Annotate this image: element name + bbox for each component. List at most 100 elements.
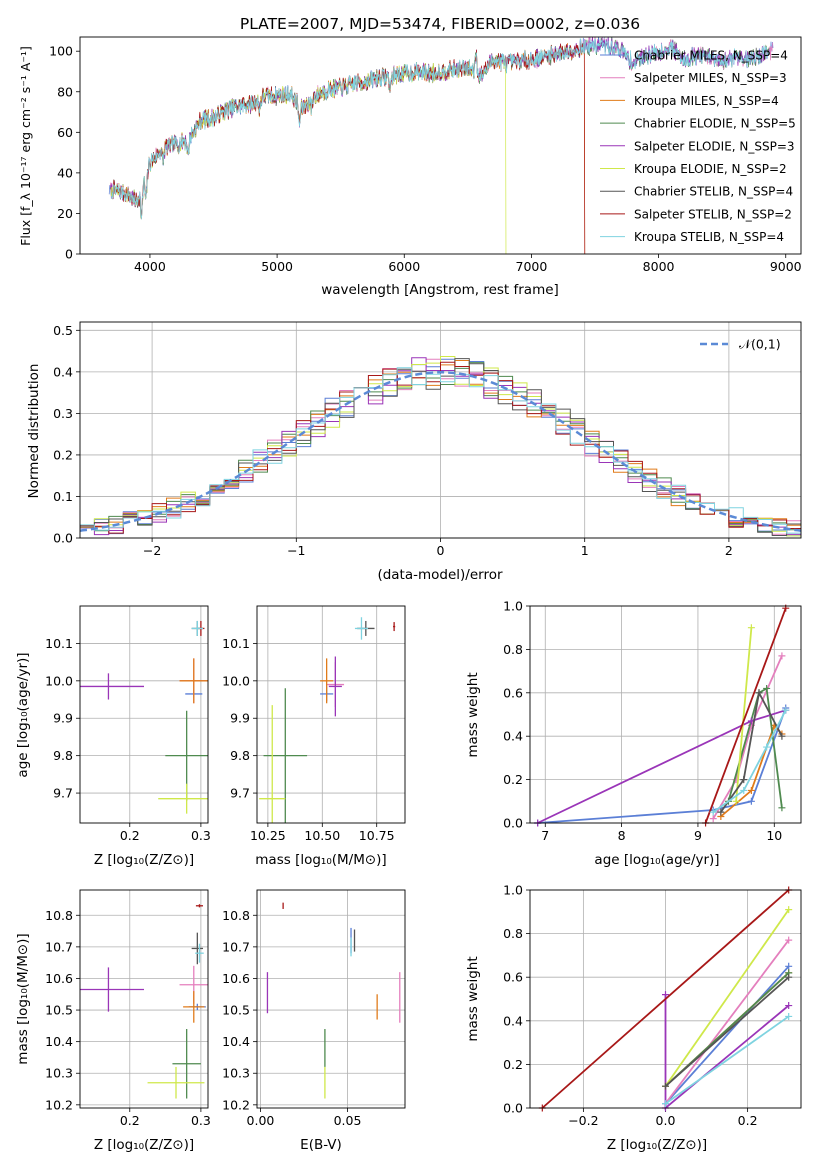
spectrum-legend-label: Salpeter STELIB, N_SSP=2 — [634, 207, 792, 221]
weight-vs-Z-ytick-label: 0.4 — [503, 1013, 523, 1028]
residuals-ytick-label: 0.5 — [53, 323, 73, 338]
residuals-frame — [79, 321, 802, 539]
weight-vs-Z-xtick-label: 0.2 — [738, 1113, 758, 1128]
mass-vs-Z-ytick-label: 10.2 — [45, 1097, 73, 1112]
weight-vs-Z-frame — [529, 889, 802, 1109]
mass-vs-EBV-frame — [256, 889, 406, 1109]
mass-vs-Z-ytick-label: 10.3 — [45, 1066, 73, 1081]
age-vs-Z-xlabel: Z [log₁₀(Z/Z⊙)] — [94, 852, 194, 868]
weight-vs-Z-ytick-label: 0.6 — [503, 970, 523, 985]
spectrum-ytick-label: 40 — [57, 165, 73, 180]
weight-vs-age-ytick-label: 0.6 — [503, 685, 523, 700]
spectrum-legend: Chabrier MILES, N_SSP=4 Salpeter MILES, N… — [600, 49, 796, 244]
weight-vs-age-series-line — [712, 709, 787, 813]
weight-vs-age-point-marker — [709, 808, 717, 816]
weight-vs-age-frame — [529, 605, 802, 824]
mass-vs-Z-frame — [79, 889, 209, 1109]
spectrum-xtick-label: 7000 — [516, 259, 548, 274]
mass-vs-EBV-ytick-label: 10.8 — [222, 908, 250, 923]
mass-vs-EBV-ytick-label: 10.6 — [222, 971, 250, 986]
age-vs-Z-ytick-label: 10.1 — [45, 636, 73, 651]
mass-vs-Z-ytick-label: 10.6 — [45, 971, 73, 986]
residuals-xtick-label: 1 — [581, 543, 589, 558]
age-vs-mass-xlabel: mass [log₁₀(M/M⊙)] — [255, 852, 386, 868]
spectrum-legend-label: Chabrier ELODIE, N_SSP=5 — [634, 117, 796, 131]
weight-vs-age-point-marker — [778, 652, 786, 660]
weight-vs-age-point-marker — [740, 786, 748, 794]
weight-vs-age-point-marker — [740, 776, 748, 784]
mass-vs-EBV-ytick-label: 10.2 — [222, 1097, 250, 1112]
residuals-legend: 𝒩(0,1) — [700, 337, 781, 352]
weight-vs-age-axes: 7 8 9 10 0.0 0.2 0.4 0.6 0.8 1.0 — [503, 599, 801, 843]
mass-vs-Z-ytick-label: 10.8 — [45, 908, 73, 923]
residuals-histogram-step — [80, 358, 801, 536]
weight-vs-age-point-marker — [747, 786, 755, 794]
residuals-ytick-label: 0.1 — [53, 489, 73, 504]
weight-vs-age-ylabel: mass weight — [465, 672, 481, 757]
weight-vs-age-series-line — [704, 607, 787, 824]
mass-vs-EBV-xlabel: E(B-V) — [300, 1137, 342, 1153]
weight-vs-age-point-marker — [747, 624, 755, 632]
weight-vs-age-point-marker — [763, 743, 771, 751]
weight-vs-age-xtick-label: 9 — [694, 828, 702, 843]
spectrum-ytick-label: 60 — [57, 125, 73, 140]
age-vs-Z-ytick-label: 9.9 — [53, 711, 73, 726]
residuals-legend-label: 𝒩(0,1) — [739, 337, 781, 352]
age-vs-Z-ytick-label: 9.8 — [53, 748, 73, 763]
age-vs-Z-xtick-label: 0.2 — [120, 828, 140, 843]
mass-vs-Z-ytick-label: 10.4 — [45, 1034, 73, 1049]
residuals-xtick-label: 0 — [437, 543, 445, 558]
weight-vs-Z-ylabel: mass weight — [465, 956, 481, 1041]
spectrum-series-line — [111, 38, 770, 220]
weight-vs-age-xlabel: age [log₁₀(age/yr)] — [594, 852, 719, 868]
spectrum-xtick-label: 5000 — [261, 259, 293, 274]
weight-vs-Z-xlabel: Z [log₁₀(Z/Z⊙)] — [607, 1137, 707, 1153]
mass-vs-EBV-axes: 0.00 0.05 10.2 10.3 10.4 10.5 10.6 10.7 10.8 — [222, 890, 405, 1128]
mass-vs-Z-axes: 0.2 0.3 10.2 10.3 10.4 10.5 10.6 10.7 10.8 — [45, 890, 211, 1128]
spectrum-xtick-label: 8000 — [643, 259, 675, 274]
residuals-histogram-step — [80, 367, 801, 534]
weight-vs-Z-xtick-label: −0.2 — [568, 1113, 598, 1128]
spectrum-xtick-label: 6000 — [388, 259, 420, 274]
weight-vs-age-point-marker — [778, 732, 786, 740]
age-vs-Z-ytick-label: 10.0 — [45, 673, 73, 688]
age-vs-mass-axes: 10.25 10.50 10.75 9.7 9.8 9.9 10.0 10.1 — [222, 606, 405, 843]
weight-vs-Z-series-line — [664, 909, 790, 1087]
weight-vs-age-point-marker — [732, 797, 740, 805]
residuals-ytick-label: 0.2 — [53, 447, 73, 462]
weight-vs-age-point-marker — [763, 684, 771, 692]
weight-vs-Z-series-line — [664, 976, 790, 1087]
age-vs-mass-ytick-label: 10.1 — [222, 636, 250, 651]
age-vs-Z-xtick-label: 0.3 — [191, 828, 211, 843]
age-vs-mass-ytick-label: 10.0 — [222, 673, 250, 688]
weight-vs-Z-ytick-label: 0.8 — [503, 926, 523, 941]
mass-vs-Z-xlabel: Z [log₁₀(Z/Z⊙)] — [94, 1137, 194, 1153]
weight-vs-Z-point-marker — [662, 1100, 669, 1108]
mass-vs-EBV-ytick-label: 10.5 — [222, 1003, 250, 1018]
spectrum-legend-label: Kroupa STELIB, N_SSP=4 — [634, 230, 784, 244]
residuals-xtick-label: −1 — [287, 543, 305, 558]
spectrum-xlabel: wavelength [Angstrom, rest frame] — [321, 282, 559, 298]
weight-vs-age-point-marker — [717, 808, 725, 816]
spectrum-series-line — [112, 42, 586, 254]
spectrum-ylabel: Flux [f_λ 10⁻¹⁷ erg cm⁻² s⁻¹ A⁻¹] — [18, 46, 33, 246]
residuals-ylabel: Normed distribution — [26, 364, 42, 499]
age-vs-mass-ytick-label: 9.9 — [230, 711, 250, 726]
residuals-ytick-label: 0.0 — [53, 531, 73, 546]
weight-vs-age-series-line — [720, 690, 783, 813]
residuals-ytick-label: 0.4 — [53, 364, 73, 379]
spectrum-axes: 4000 5000 6000 7000 8000 9000 0 20 40 60 80 100 — [49, 44, 802, 274]
weight-vs-Z-series-line — [664, 965, 790, 1105]
spectrum-legend-label: Salpeter ELODIE, N_SSP=3 — [634, 139, 795, 153]
weight-vs-age-point-marker — [709, 815, 717, 823]
weight-vs-Z-ytick-label: 1.0 — [503, 883, 523, 898]
weight-vs-Z-series-line — [541, 889, 790, 1109]
age-vs-Z-ytick-label: 9.7 — [53, 786, 73, 801]
weight-vs-Z-point-marker — [662, 1082, 669, 1090]
weight-vs-Z-point-marker — [785, 936, 793, 944]
weight-vs-age-point-marker — [747, 797, 755, 805]
weight-vs-age-point-marker — [755, 689, 763, 697]
weight-vs-Z-ytick-label: 0.2 — [503, 1057, 523, 1072]
weight-vs-Z-point-marker — [785, 1012, 793, 1020]
